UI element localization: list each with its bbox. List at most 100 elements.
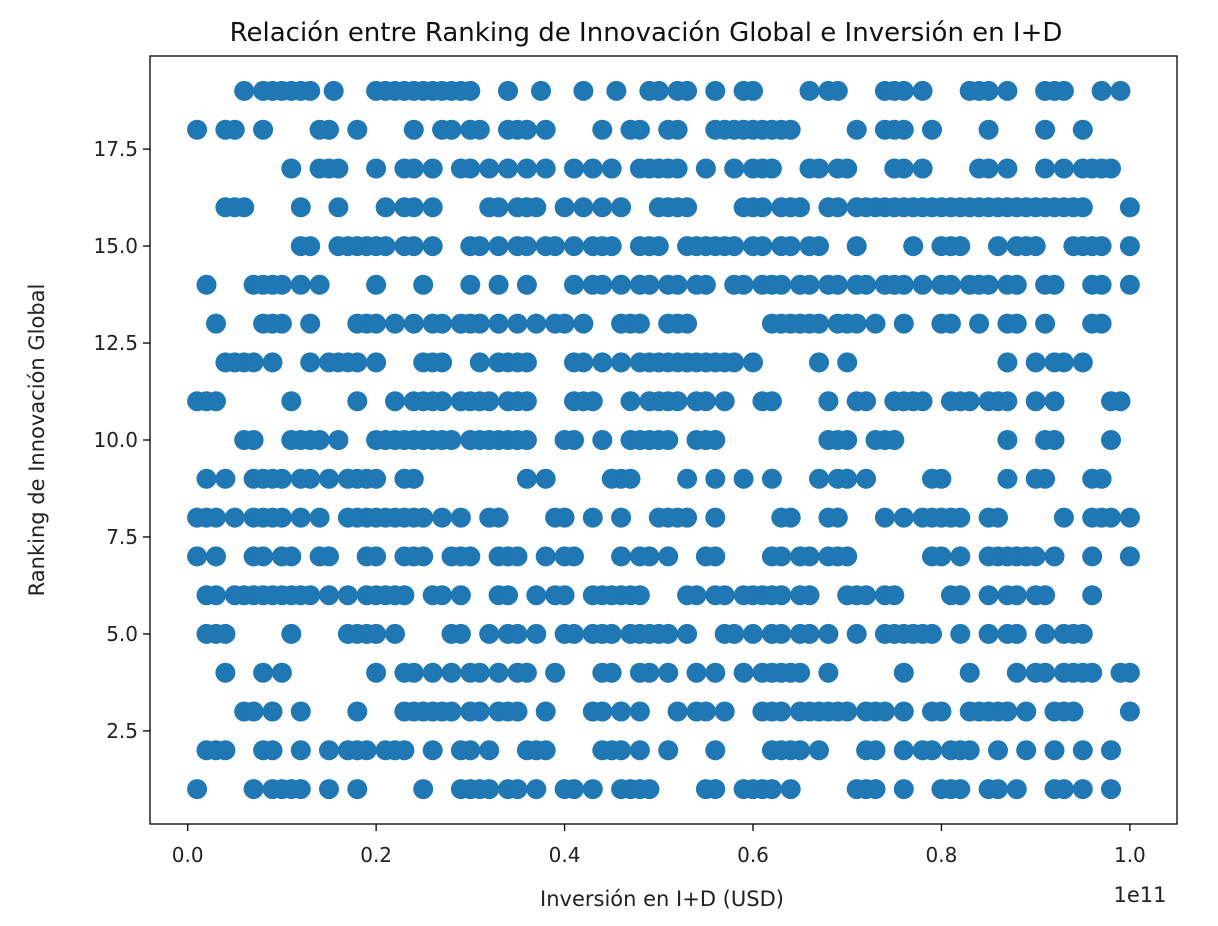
- scatter-point: [780, 119, 801, 140]
- scatter-point: [441, 701, 462, 722]
- scatter-point: [432, 507, 453, 528]
- scatter-point: [488, 507, 509, 528]
- scatter-point: [601, 236, 622, 257]
- scatter-point: [950, 546, 971, 567]
- scatter-point: [677, 623, 698, 644]
- scatter-point: [997, 430, 1018, 450]
- scatter-point: [950, 236, 971, 257]
- scatter-point: [290, 274, 311, 295]
- scatter-point: [479, 158, 500, 179]
- scatter-point: [714, 391, 735, 412]
- scatter-point: [432, 352, 453, 373]
- scatter-point: [488, 274, 509, 295]
- scatter-point: [300, 585, 321, 606]
- scatter-point: [469, 119, 490, 140]
- scatter-point: [309, 274, 330, 295]
- scatter-point: [262, 352, 283, 373]
- scatter-point: [1053, 507, 1074, 528]
- scatter-point: [780, 507, 801, 528]
- scatter-point: [761, 158, 782, 179]
- scatter-point: [978, 158, 999, 179]
- scatter-point: [1119, 662, 1140, 683]
- points-layer: [187, 80, 1140, 800]
- scatter-point: [403, 119, 424, 140]
- scatter-point: [498, 80, 518, 101]
- scatter-point: [1025, 391, 1046, 412]
- x-tick-label: 0.4: [549, 843, 581, 867]
- scatter-point: [837, 701, 858, 722]
- scatter-point: [1006, 662, 1027, 683]
- scatter-point: [441, 119, 462, 140]
- scatter-point: [243, 701, 264, 722]
- scatter-point: [187, 546, 208, 567]
- scatter-point: [1101, 740, 1121, 761]
- scatter-point: [1072, 197, 1093, 218]
- scatter-point: [206, 585, 226, 606]
- scatter-point: [1082, 662, 1103, 683]
- scatter-point: [790, 662, 811, 683]
- scatter-point: [771, 546, 792, 567]
- scatter-point: [1044, 740, 1065, 761]
- scatter-point: [516, 236, 537, 257]
- scatter-point: [573, 80, 594, 101]
- scatter-point: [206, 507, 226, 528]
- scatter-point: [309, 430, 330, 450]
- scatter-point: [611, 507, 632, 528]
- scatter-point: [874, 701, 895, 722]
- scatter-point: [573, 352, 594, 373]
- scatter-point: [695, 158, 716, 179]
- scatter-point: [403, 197, 424, 218]
- scatter-point: [554, 507, 575, 528]
- x-tick-label: 0.0: [172, 843, 204, 867]
- x-axis-offset-label: 1e11: [1113, 883, 1166, 907]
- scatter-point: [469, 701, 490, 722]
- scatter-point: [799, 274, 820, 295]
- scatter-point: [253, 119, 274, 140]
- scatter-point: [366, 468, 387, 489]
- scatter-point: [592, 430, 613, 450]
- scatter-point: [714, 701, 735, 722]
- scatter-point: [582, 158, 603, 179]
- scatter-point: [262, 701, 283, 722]
- scatter-point: [1091, 274, 1112, 295]
- scatter-point: [1006, 313, 1027, 334]
- scatter-point: [592, 352, 613, 373]
- scatter-point: [328, 158, 349, 179]
- scatter-point: [469, 236, 490, 257]
- scatter-point: [498, 585, 518, 606]
- scatter-point: [300, 468, 321, 489]
- scatter-point: [620, 468, 641, 489]
- scatter-point: [893, 80, 914, 101]
- scatter-point: [337, 585, 358, 606]
- scatter-point: [761, 391, 782, 412]
- scatter-point: [1091, 468, 1112, 489]
- scatter-point: [1006, 274, 1027, 295]
- scatter-point: [531, 80, 551, 101]
- scatter-point: [403, 158, 424, 179]
- scatter-point: [479, 391, 500, 412]
- scatter-point: [1025, 546, 1046, 567]
- scatter-point: [1110, 80, 1131, 101]
- scatter-point: [733, 274, 754, 295]
- scatter-point: [950, 585, 971, 606]
- scatter-point: [347, 779, 368, 800]
- scatter-point: [658, 546, 679, 567]
- scatter-point: [554, 313, 575, 334]
- scatter-point: [752, 236, 773, 257]
- scatter-point: [922, 740, 942, 761]
- x-tick-label: 0.8: [926, 843, 958, 867]
- scatter-point: [827, 507, 848, 528]
- scatter-point: [827, 80, 848, 101]
- scatter-point: [564, 779, 584, 800]
- scatter-point: [790, 740, 811, 761]
- scatter-point: [366, 352, 387, 373]
- scatter-point: [743, 352, 763, 373]
- scatter-point: [601, 623, 622, 644]
- scatter-point: [187, 119, 208, 140]
- scatter-point: [366, 274, 387, 295]
- scatter-point: [356, 740, 377, 761]
- scatter-point: [940, 274, 961, 295]
- scatter-point: [912, 158, 933, 179]
- scatter-point: [997, 352, 1018, 373]
- scatter-point: [1119, 197, 1140, 218]
